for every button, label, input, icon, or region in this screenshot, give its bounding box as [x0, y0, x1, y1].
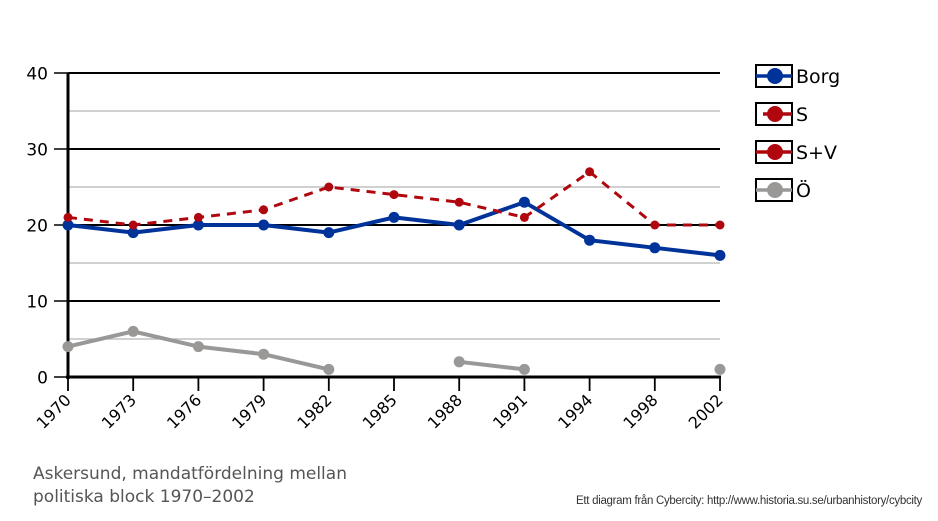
data-point: [714, 249, 726, 261]
data-point: [518, 196, 530, 208]
data-point: [258, 348, 270, 360]
caption-line-1: Askersund, mandatfördelning mellan: [33, 464, 347, 484]
x-tick-label: 1970: [33, 390, 75, 432]
data-point: [323, 227, 335, 239]
chart-caption: Askersund, mandatfördelning mellan polit…: [33, 463, 347, 509]
data-point: [193, 212, 203, 222]
data-point: [584, 234, 596, 246]
y-tick-label: 40: [26, 65, 48, 85]
data-point: [714, 363, 726, 375]
legend-item: Borg: [755, 64, 840, 88]
data-point: [453, 356, 465, 368]
data-point: [519, 212, 529, 222]
legend-swatch-marker: [767, 106, 783, 122]
data-point: [63, 212, 73, 222]
data-point: [259, 205, 269, 215]
data-point: [128, 220, 138, 230]
x-tick-label: 1982: [293, 390, 335, 432]
data-point: [388, 211, 400, 223]
x-tick-label: 1991: [489, 390, 531, 432]
legend: Borg S S+V Ö: [755, 64, 840, 202]
data-point: [518, 363, 530, 375]
data-point: [324, 182, 334, 192]
x-axis: 1970 1973 1976 1979 1982 1985 1988 1991 1994 1998…: [33, 375, 727, 433]
y-tick-label: 0: [37, 369, 48, 389]
legend-item: Ö: [755, 178, 811, 202]
y-axis: 0 10 20 30 40: [26, 65, 70, 389]
data-point: [62, 341, 74, 353]
major-gridlines: [68, 72, 720, 378]
legend-label: S+V: [796, 142, 837, 164]
x-tick-label: 1998: [619, 390, 661, 432]
data-point: [389, 190, 399, 200]
source-credit: Ett diagram från Cybercity: http://www.h…: [576, 495, 922, 507]
series--: [62, 325, 726, 375]
series-line: [67, 200, 721, 258]
legend-label: Ö: [796, 179, 811, 202]
data-point: [715, 220, 725, 230]
legend-swatch-marker: [767, 144, 783, 160]
x-tick-label: 1985: [359, 390, 401, 432]
x-tick-label: 1976: [163, 390, 205, 432]
legend-label: S: [796, 104, 808, 126]
legend-label: Borg: [796, 66, 840, 88]
data-point: [192, 341, 204, 353]
legend-swatch-marker: [767, 68, 783, 84]
y-tick-label: 10: [26, 293, 48, 313]
legend-item: S+V: [755, 140, 837, 164]
legend-swatch-marker: [767, 182, 783, 198]
series-s-v: [63, 167, 725, 230]
series-borg: [62, 196, 726, 261]
x-tick-label: 1979: [228, 390, 270, 432]
legend-item: S: [755, 102, 808, 126]
data-point: [649, 242, 661, 254]
data-point: [258, 219, 270, 231]
x-tick-label: 1973: [98, 390, 140, 432]
x-tick-label: 1994: [554, 390, 596, 432]
data-point: [127, 325, 139, 337]
data-point: [585, 167, 595, 177]
data-point: [192, 219, 204, 231]
y-tick-label: 20: [26, 217, 48, 237]
data-point: [127, 227, 139, 239]
data-point: [650, 220, 660, 230]
series-line: [458, 359, 525, 372]
y-tick-label: 30: [26, 141, 48, 161]
caption-line-2: politiska block 1970–2002: [33, 487, 255, 507]
data-point: [62, 219, 74, 231]
data-point: [454, 197, 464, 207]
data-point: [453, 219, 465, 231]
minor-gridlines: [68, 110, 720, 340]
x-tick-label: 2002: [685, 390, 727, 432]
series-layer: [62, 167, 726, 375]
data-point: [323, 363, 335, 375]
x-tick-label: 1988: [424, 390, 466, 432]
